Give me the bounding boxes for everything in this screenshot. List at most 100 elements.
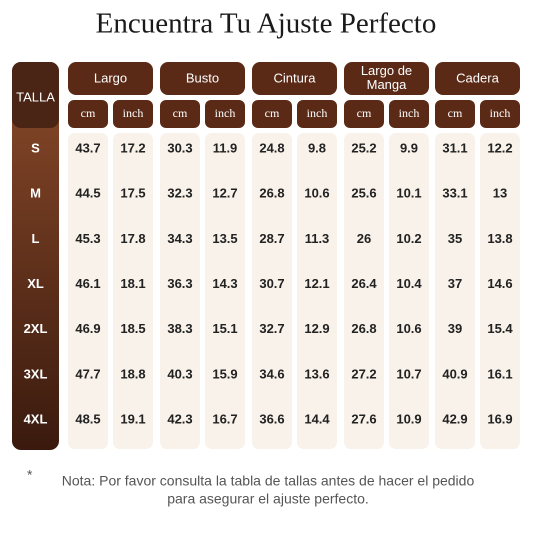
unit-header: inch xyxy=(399,106,420,120)
group-header: Largo xyxy=(94,70,127,85)
cell-value: 32.7 xyxy=(259,321,284,336)
cell-value: 38.3 xyxy=(167,321,192,336)
cell-value: 11.3 xyxy=(305,231,330,246)
cell-value: 10.7 xyxy=(396,366,421,381)
cell-value: 13.5 xyxy=(212,231,237,246)
unit-header: inch xyxy=(307,106,328,120)
size-label: 3XL xyxy=(24,366,48,381)
cell-value: 11.9 xyxy=(213,140,238,155)
cell-value: 26.8 xyxy=(259,186,284,201)
cell-value: 12.1 xyxy=(304,276,329,291)
size-label: L xyxy=(32,231,40,246)
column-bg xyxy=(389,133,429,449)
cell-value: 33.1 xyxy=(442,186,467,201)
cell-value: 43.7 xyxy=(75,140,100,155)
cell-value: 12.7 xyxy=(212,186,237,201)
cell-value: 28.7 xyxy=(259,231,284,246)
group-header: Cintura xyxy=(274,70,317,85)
group-header-bg xyxy=(344,62,429,95)
cell-value: 10.1 xyxy=(396,186,421,201)
cell-value: 45.3 xyxy=(75,231,100,246)
cell-value: 10.4 xyxy=(396,276,422,291)
size-header: TALLA xyxy=(16,89,55,104)
cell-value: 15.4 xyxy=(487,321,513,336)
cell-value: 17.8 xyxy=(120,231,145,246)
cell-value: 9.9 xyxy=(400,140,418,155)
cell-value: 32.3 xyxy=(167,186,192,201)
cell-value: 14.6 xyxy=(487,276,512,291)
cell-value: 46.1 xyxy=(75,276,100,291)
cell-value: 19.1 xyxy=(120,412,145,427)
cell-value: 12.9 xyxy=(304,321,329,336)
note-line: Nota: Por favor consulta la tabla de tal… xyxy=(62,473,475,489)
cell-value: 15.9 xyxy=(212,366,237,381)
cell-value: 48.5 xyxy=(75,412,100,427)
column-bg xyxy=(435,133,475,449)
cell-value: 40.9 xyxy=(442,366,467,381)
cell-value: 26.4 xyxy=(351,276,377,291)
cell-value: 10.2 xyxy=(396,231,421,246)
size-label: M xyxy=(30,186,41,201)
cell-value: 10.6 xyxy=(304,186,329,201)
cell-value: 30.3 xyxy=(167,140,192,155)
unit-header: inch xyxy=(123,106,144,120)
cell-value: 27.6 xyxy=(351,412,376,427)
column-bg xyxy=(480,133,520,449)
size-header-bg xyxy=(12,62,59,128)
size-label: S xyxy=(31,140,40,155)
size-label: 4XL xyxy=(24,412,48,427)
column-bg xyxy=(297,133,337,449)
cell-value: 37 xyxy=(448,276,462,291)
cell-value: 36.3 xyxy=(167,276,192,291)
group-header: Cadera xyxy=(456,70,499,85)
cell-value: 16.9 xyxy=(487,412,512,427)
cell-value: 31.1 xyxy=(442,140,467,155)
cell-value: 16.7 xyxy=(212,412,237,427)
note-line: para asegurar el ajuste perfecto. xyxy=(167,491,369,507)
cell-value: 18.1 xyxy=(120,276,145,291)
title: Encuentra Tu Ajuste Perfecto xyxy=(96,8,437,40)
group-header-bg xyxy=(435,62,520,95)
unit-header-bg xyxy=(252,100,292,128)
group-header-bg xyxy=(160,62,245,95)
unit-header: cm xyxy=(357,106,372,120)
group-header: Busto xyxy=(186,70,219,85)
group-header: Largo de Manga xyxy=(361,63,412,92)
cell-value: 13.6 xyxy=(304,366,329,381)
cell-value: 10.9 xyxy=(396,412,421,427)
unit-header-bg xyxy=(344,100,384,128)
cell-value: 25.6 xyxy=(351,186,376,201)
size-column xyxy=(12,62,59,450)
column-bg xyxy=(113,133,153,449)
cell-value: 34.6 xyxy=(259,366,284,381)
unit-header-bg xyxy=(435,100,475,128)
cell-value: 26.8 xyxy=(351,321,376,336)
cell-value: 47.7 xyxy=(75,366,100,381)
cell-value: 42.9 xyxy=(442,412,467,427)
column-bg xyxy=(160,133,200,449)
unit-header-bg xyxy=(68,100,108,128)
cell-value: 13.8 xyxy=(487,231,512,246)
cell-value: 39 xyxy=(448,321,462,336)
cell-value: 44.5 xyxy=(75,186,100,201)
cell-value: 46.9 xyxy=(75,321,100,336)
cell-value: 34.3 xyxy=(167,231,192,246)
unit-header-bg xyxy=(205,100,245,128)
cell-value: 18.8 xyxy=(120,366,145,381)
cell-value: 14.3 xyxy=(212,276,237,291)
unit-header-bg xyxy=(113,100,153,128)
column-bg xyxy=(344,133,384,449)
unit-header-bg xyxy=(480,100,520,128)
cell-value: 15.1 xyxy=(212,321,237,336)
column-bg xyxy=(68,133,108,449)
column-bg xyxy=(252,133,292,449)
cell-value: 36.6 xyxy=(259,412,284,427)
unit-header-bg xyxy=(160,100,200,128)
cell-value: 10.6 xyxy=(396,321,421,336)
size-label: XL xyxy=(27,276,44,291)
unit-header: cm xyxy=(173,106,188,120)
unit-header: inch xyxy=(215,106,236,120)
note-marker: * xyxy=(27,467,33,483)
cell-value: 17.5 xyxy=(120,186,145,201)
